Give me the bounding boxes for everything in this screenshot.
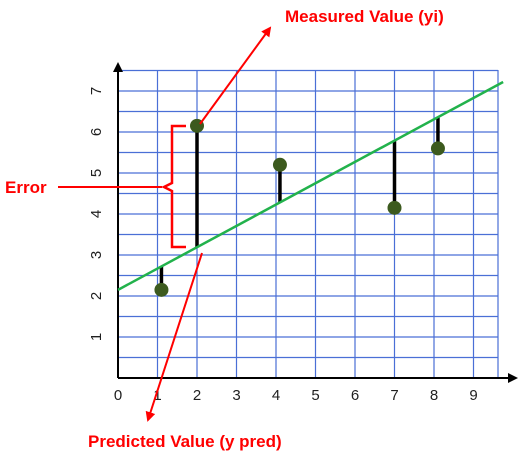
x-tick-label: 5 — [311, 387, 319, 404]
error-brace — [164, 126, 186, 247]
data-point — [273, 158, 287, 172]
regression-line — [118, 82, 503, 290]
y-tick-label: 5 — [88, 169, 105, 177]
x-tick-label: 8 — [430, 387, 438, 404]
annotations: Error Measured Value (yi) Predicted Valu… — [5, 7, 444, 451]
x-tick-label: 6 — [351, 387, 359, 404]
x-tick-label: 0 — [114, 387, 122, 404]
measured-arrow — [200, 28, 270, 124]
y-tick-label: 7 — [88, 87, 105, 95]
x-tick-label: 3 — [232, 387, 240, 404]
y-tick-label: 1 — [88, 333, 105, 341]
y-tick-label: 3 — [88, 251, 105, 259]
x-tick-label: 2 — [193, 387, 201, 404]
measured-label: Measured Value (yi) — [285, 7, 444, 26]
data-point — [431, 141, 445, 155]
x-tick-label: 9 — [469, 387, 477, 404]
y-tick-label: 6 — [88, 128, 105, 136]
x-tick-label: 4 — [272, 387, 280, 404]
error-label: Error — [5, 178, 47, 197]
regression-line-group — [118, 82, 503, 290]
x-tick-label: 7 — [390, 387, 398, 404]
predicted-label: Predicted Value (y pred) — [88, 432, 282, 451]
data-point — [154, 283, 168, 297]
y-tick-label: 4 — [88, 210, 105, 218]
y-tick-label: 2 — [88, 292, 105, 300]
data-point — [388, 201, 402, 215]
